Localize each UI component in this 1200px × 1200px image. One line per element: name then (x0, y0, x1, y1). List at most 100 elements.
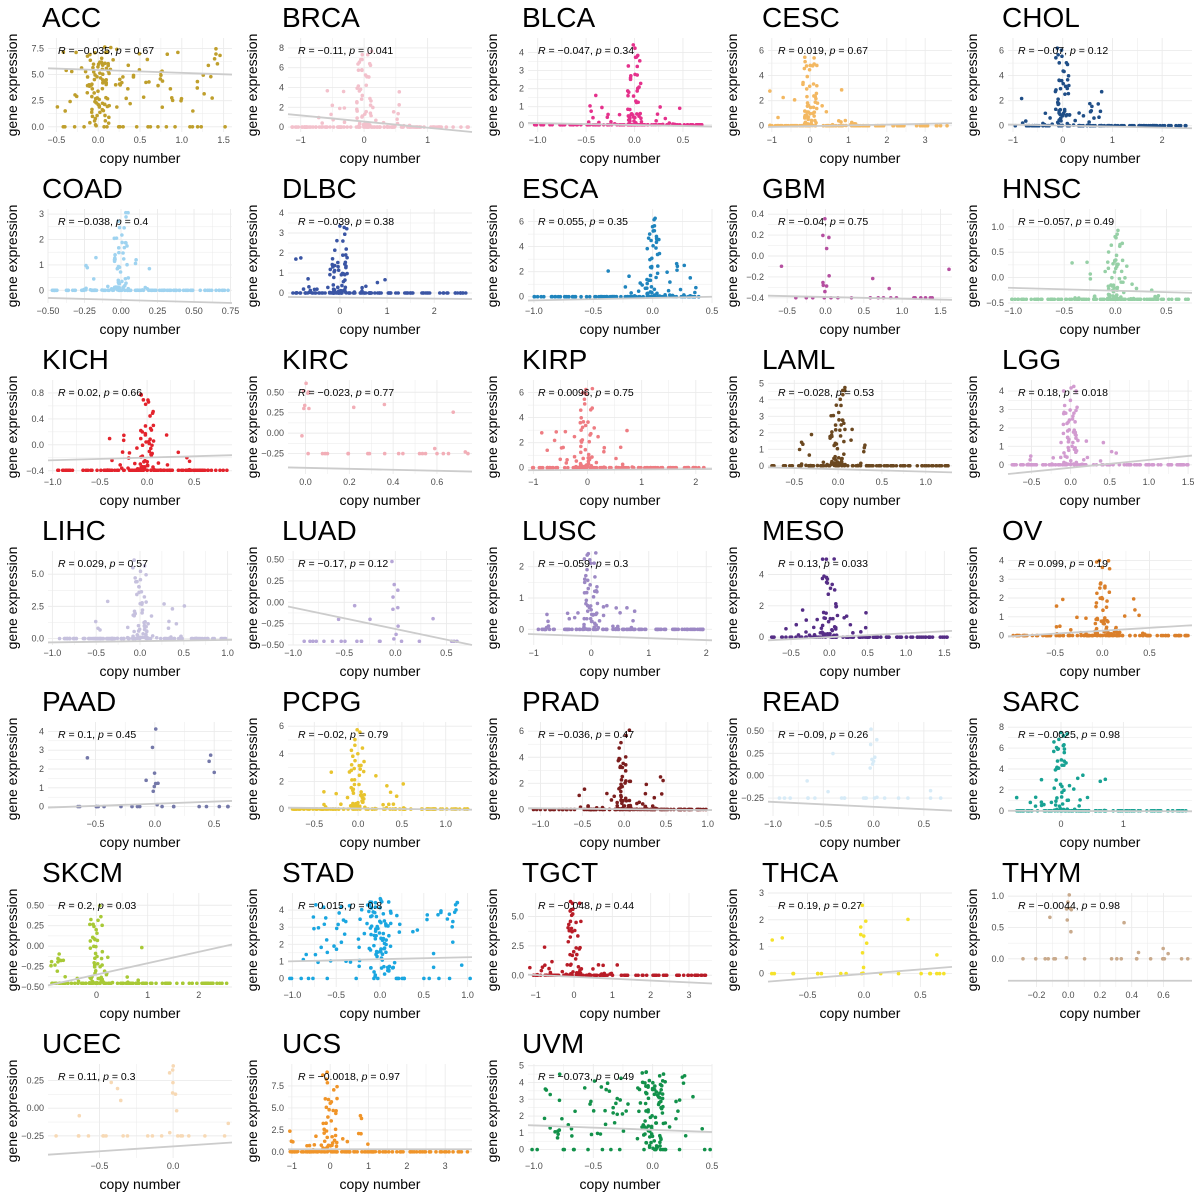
correlation-annotation: R = 0.029, p = 0.57 (58, 558, 148, 570)
y-tick-label: 1 (39, 260, 44, 270)
y-tick-label: 0.0 (751, 251, 764, 261)
data-point (121, 75, 125, 79)
data-point (833, 625, 838, 630)
data-point (70, 468, 75, 473)
data-point (116, 219, 121, 223)
data-point (140, 608, 145, 612)
data-point (367, 291, 372, 295)
data-point (572, 928, 577, 933)
data-point (86, 468, 90, 473)
x-tick-label: 2 (196, 990, 201, 1000)
data-point (595, 627, 600, 631)
data-point (807, 633, 812, 638)
data-point (360, 52, 365, 57)
y-tick-label: 2 (999, 785, 1004, 795)
data-point (137, 585, 141, 589)
data-point (142, 564, 147, 568)
data-point (144, 981, 149, 986)
data-point (368, 926, 373, 930)
data-point (576, 611, 580, 615)
regression-line (767, 965, 953, 983)
data-point (1068, 628, 1073, 632)
data-point (619, 973, 624, 978)
data-point (1059, 730, 1063, 735)
correlation-annotation: R = −0.02, p = 0.79 (298, 729, 388, 741)
data-point (1067, 633, 1071, 637)
data-point (170, 98, 175, 103)
data-point (144, 778, 148, 783)
data-point (586, 452, 591, 457)
y-tick-label: 1 (759, 942, 764, 952)
data-point (942, 971, 946, 976)
y-tick-label: 3 (519, 66, 524, 76)
y-tick-label: 3 (279, 922, 284, 932)
data-point (1056, 297, 1060, 302)
y-tick-label: 0 (519, 120, 524, 130)
data-point (1050, 462, 1054, 466)
data-point (625, 627, 629, 632)
data-point (350, 778, 354, 782)
data-point (699, 973, 703, 978)
data-point (861, 934, 866, 938)
data-point (657, 973, 661, 978)
data-point (138, 436, 143, 441)
x-tick-label: −0.5 (91, 477, 109, 487)
data-point (143, 402, 148, 407)
data-point (809, 118, 814, 123)
data-point (140, 602, 144, 607)
data-point (427, 976, 432, 981)
data-point (100, 288, 104, 292)
data-point (162, 288, 167, 293)
data-point (99, 468, 103, 473)
data-point (568, 935, 573, 939)
panel-prad: −1.0 −0.5 0.0 0.5 1.0 0 2 4 6 copy number gene exp… (480, 684, 720, 855)
data-point (143, 285, 148, 290)
data-point (92, 91, 96, 95)
data-point (1186, 462, 1190, 467)
data-point (383, 277, 387, 282)
data-point (357, 964, 361, 969)
data-point (649, 238, 653, 243)
data-point (344, 247, 349, 251)
data-point (694, 285, 698, 290)
data-point (824, 284, 829, 288)
y-tick-label: 0 (759, 461, 764, 471)
data-point (654, 119, 658, 123)
data-point (382, 972, 387, 976)
data-point (121, 636, 126, 641)
y-tick-label: 0 (759, 969, 764, 979)
data-point (1060, 802, 1065, 806)
data-point (620, 774, 625, 779)
data-point (1119, 295, 1123, 299)
panel-title: PAAD (42, 686, 116, 717)
data-point (1103, 777, 1108, 782)
data-point (162, 468, 166, 472)
data-point (366, 451, 370, 456)
y-axis-label: gene expression (964, 205, 980, 308)
data-point (626, 93, 630, 98)
data-point (145, 463, 150, 468)
data-point (595, 601, 600, 606)
data-point (819, 463, 823, 468)
data-point (453, 291, 458, 295)
data-point (907, 463, 912, 468)
data-point (593, 93, 598, 98)
data-point (843, 388, 847, 393)
data-point (1128, 633, 1132, 638)
data-point (339, 905, 344, 909)
data-point (326, 285, 330, 290)
data-point (175, 981, 179, 986)
data-point (165, 981, 170, 986)
data-point (842, 796, 847, 800)
data-point (154, 635, 159, 640)
data-point (336, 260, 340, 265)
data-point (584, 294, 589, 299)
y-tick-label: −0.4 (26, 466, 44, 476)
data-point (879, 635, 883, 639)
data-point (612, 794, 617, 799)
x-tick-label: −0.25 (73, 306, 96, 316)
data-point (574, 946, 578, 950)
data-point (373, 900, 378, 905)
data-point (313, 952, 318, 957)
